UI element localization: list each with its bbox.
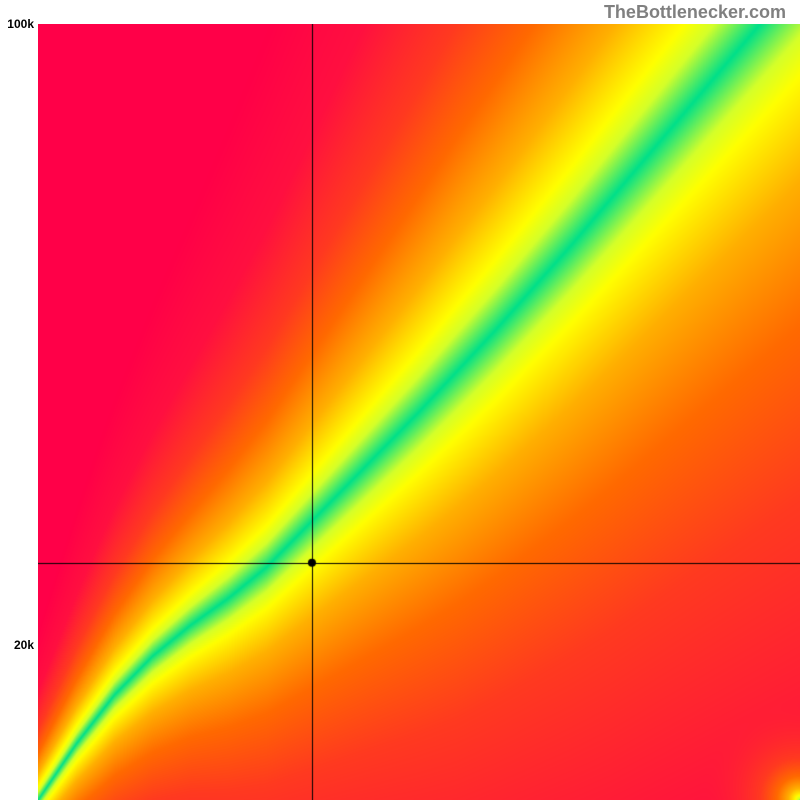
chart-container: { "watermark": { "text": "TheBottlenecke…: [0, 0, 800, 800]
y-tick-label: 20k: [0, 638, 34, 652]
bottleneck-heatmap: [38, 24, 800, 800]
watermark-label: TheBottlenecker.com: [604, 2, 786, 23]
y-tick-label: 100k: [0, 17, 34, 31]
